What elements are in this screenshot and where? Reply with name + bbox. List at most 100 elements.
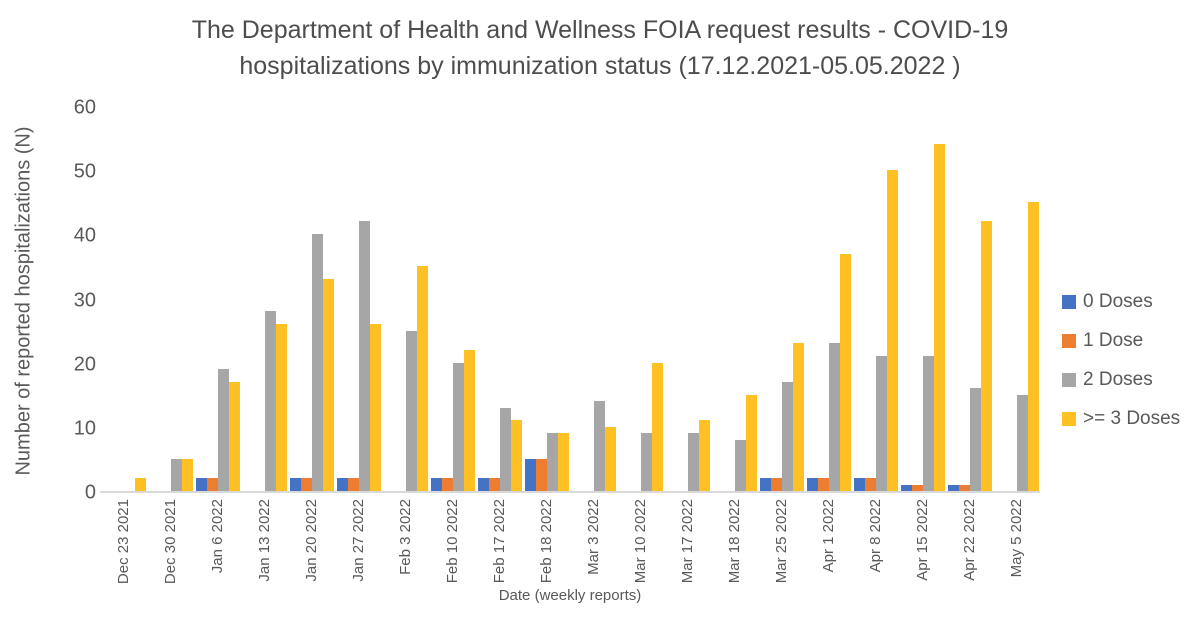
- x-tick-label: Apr 22 2022: [961, 499, 978, 581]
- bar-group-mar-10-2022: [617, 108, 664, 491]
- bar-3-doses: [510, 420, 522, 491]
- bar-0-doses: [853, 478, 865, 491]
- bar-0-doses: [430, 478, 442, 491]
- y-tick-label: 40: [73, 224, 96, 247]
- bar-2-doses: [640, 433, 652, 491]
- x-tick-label: Mar 18 2022: [726, 499, 743, 584]
- bar-group-mar-18-2022: [711, 108, 758, 491]
- y-tick-label: 60: [73, 96, 96, 119]
- bar-2-doses: [687, 433, 699, 491]
- x-tick-label: Feb 3 2022: [397, 499, 414, 575]
- bar-group-dec-23-2021: [100, 108, 147, 491]
- bar-1-dose: [535, 459, 547, 491]
- bar-2-doses: [922, 356, 934, 491]
- legend-swatch-icon: [1062, 373, 1076, 387]
- x-tick-label: Dec 23 2021: [115, 499, 132, 585]
- chart-title-line-1: The Department of Health and Wellness FO…: [191, 16, 1009, 44]
- legend-label: 0 Doses: [1083, 291, 1153, 312]
- bar-3-doses: [651, 363, 663, 491]
- bar-group-jan-6-2022: [194, 108, 241, 491]
- bar-group-feb-18-2022: [523, 108, 570, 491]
- bar-group-may-5-2022: [993, 108, 1040, 491]
- bar-2-doses: [358, 221, 370, 491]
- x-tick-label: May 5 2022: [1008, 499, 1025, 578]
- bar-2-doses: [875, 356, 887, 491]
- x-tick-label: Feb 10 2022: [444, 499, 461, 584]
- y-tick-label: 0: [84, 481, 96, 504]
- bar-group-feb-17-2022: [476, 108, 523, 491]
- bar-1-dose: [488, 478, 500, 491]
- bar-1-dose: [817, 478, 829, 491]
- x-tick-label: Apr 15 2022: [914, 499, 931, 581]
- x-tick-label: Apr 8 2022: [867, 499, 884, 573]
- bar-0-doses: [477, 478, 489, 491]
- legend-label: 2 Doses: [1083, 369, 1153, 390]
- bar-3-doses: [698, 420, 710, 491]
- bar-group-mar-25-2022: [758, 108, 805, 491]
- x-tick-label: Mar 25 2022: [773, 499, 790, 584]
- bar-3-doses: [322, 279, 334, 491]
- bar-0-doses: [524, 459, 536, 491]
- bar-3-doses: [933, 144, 945, 491]
- bar-0-doses: [806, 478, 818, 491]
- legend: 0 Doses 1 Dose 2 Doses >= 3 Doses: [1062, 291, 1180, 430]
- bar-3-doses: [980, 221, 992, 491]
- bar-3-doses: [745, 395, 757, 491]
- legend-item-3-doses: >= 3 Doses: [1062, 408, 1180, 430]
- bar-3-doses: [134, 478, 146, 491]
- legend-swatch-icon: [1062, 412, 1076, 426]
- bar-1-dose: [958, 485, 970, 491]
- x-tick-label: Mar 3 2022: [585, 499, 602, 575]
- bar-3-doses: [463, 350, 475, 491]
- bar-group-apr-22-2022: [946, 108, 993, 491]
- x-tick-label: Jan 20 2022: [303, 499, 320, 582]
- bar-group-mar-17-2022: [664, 108, 711, 491]
- x-tick-label: Jan 27 2022: [350, 499, 367, 582]
- bar-1-dose: [347, 478, 359, 491]
- bar-2-doses: [969, 388, 981, 491]
- bar-group-jan-27-2022: [335, 108, 382, 491]
- bar-3-doses: [1027, 202, 1039, 491]
- x-tick-label: Jan 13 2022: [256, 499, 273, 582]
- bar-2-doses: [264, 311, 276, 491]
- x-tick-label: Dec 30 2021: [162, 499, 179, 585]
- x-tick-label: Feb 17 2022: [491, 499, 508, 584]
- legend-item-0-doses: 0 Doses: [1062, 291, 1180, 313]
- bar-2-doses: [546, 433, 558, 491]
- bar-2-doses: [499, 408, 511, 491]
- y-tick-label: 20: [73, 353, 96, 376]
- x-axis-title: Date (weekly reports): [498, 587, 642, 604]
- bar-group-mar-3-2022: [570, 108, 617, 491]
- bar-group-feb-10-2022: [429, 108, 476, 491]
- x-tick-label: Mar 10 2022: [632, 499, 649, 584]
- y-tick-label: 30: [73, 289, 96, 311]
- bar-group-apr-15-2022: [899, 108, 946, 491]
- bar-group-jan-20-2022: [288, 108, 335, 491]
- bar-2-doses: [828, 343, 840, 491]
- bar-3-doses: [792, 343, 804, 491]
- bar-2-doses: [593, 401, 605, 491]
- bar-group-dec-30-2021: [147, 108, 194, 491]
- bar-0-doses: [195, 478, 207, 491]
- legend-label: >= 3 Doses: [1083, 408, 1181, 429]
- bar-3-doses: [369, 324, 381, 491]
- bar-3-doses: [228, 382, 240, 491]
- bar-2-doses: [405, 331, 417, 491]
- legend-swatch-icon: [1062, 295, 1076, 309]
- bar-1-dose: [206, 478, 218, 491]
- x-tick-label: Apr 1 2022: [820, 499, 837, 573]
- bar-group-apr-1-2022: [805, 108, 852, 491]
- bar-3-doses: [839, 254, 851, 491]
- bar-1-dose: [300, 478, 312, 491]
- x-tick-label: Mar 17 2022: [679, 499, 696, 584]
- bar-0-doses: [947, 485, 959, 491]
- bar-0-doses: [900, 485, 912, 491]
- legend-label: 1 Dose: [1083, 330, 1144, 351]
- x-tick-label: Jan 6 2022: [209, 499, 226, 574]
- bar-group-jan-13-2022: [241, 108, 288, 491]
- bar-3-doses: [604, 427, 616, 491]
- bar-1-dose: [864, 478, 876, 491]
- bar-2-doses: [1016, 395, 1028, 491]
- bar-3-doses: [416, 266, 428, 491]
